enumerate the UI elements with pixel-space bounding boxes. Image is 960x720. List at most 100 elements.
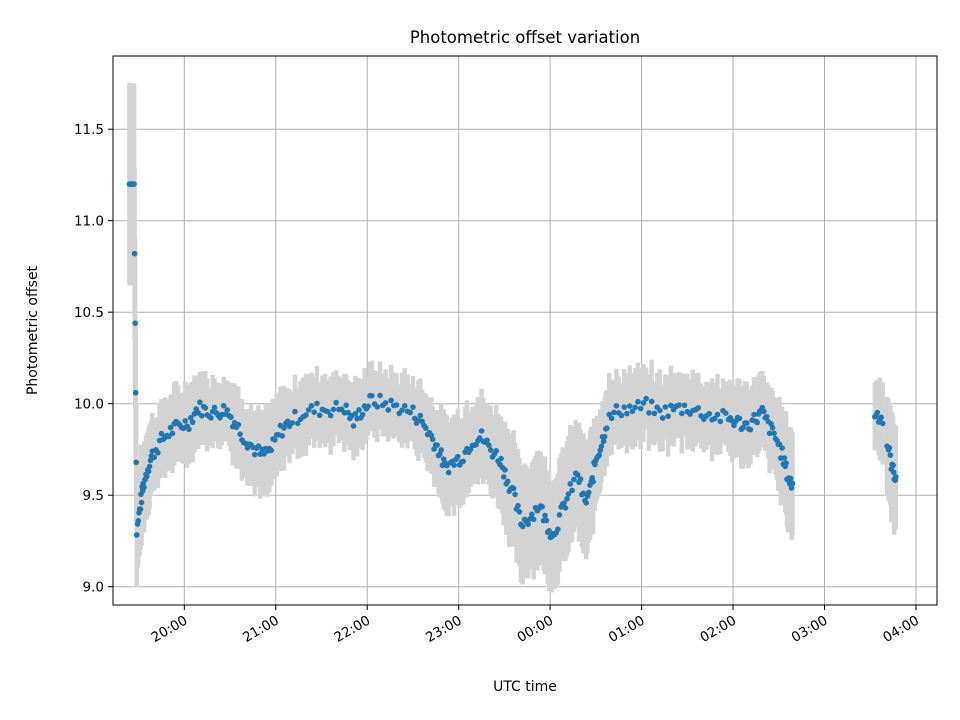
data-point <box>504 478 511 485</box>
data-point <box>651 410 658 417</box>
data-point <box>197 399 203 406</box>
data-point <box>147 457 154 464</box>
data-point <box>500 474 507 480</box>
y-tick-label: 10.0 <box>74 397 104 413</box>
data-point <box>717 418 724 425</box>
data-point <box>330 406 337 413</box>
data-point <box>493 448 499 454</box>
data-point <box>228 414 234 420</box>
data-point <box>333 399 339 406</box>
data-point <box>512 491 518 498</box>
data-point <box>519 523 526 530</box>
data-points <box>126 181 899 541</box>
data-point <box>562 505 569 511</box>
data-point <box>350 423 357 429</box>
data-point <box>356 407 362 413</box>
data-point <box>637 405 644 412</box>
data-point <box>525 521 532 528</box>
data-point <box>393 402 400 408</box>
data-point <box>410 404 416 410</box>
data-point <box>611 409 617 416</box>
data-point <box>167 424 174 431</box>
data-point <box>543 517 550 524</box>
data-point <box>648 398 655 405</box>
data-point <box>592 461 598 468</box>
data-point <box>659 415 666 421</box>
data-point <box>131 250 138 257</box>
data-point <box>626 403 633 409</box>
data-point <box>135 518 142 524</box>
data-point <box>542 512 548 519</box>
data-point <box>555 526 561 532</box>
chart-title: Photometric offset variation <box>410 28 640 47</box>
data-point <box>208 415 214 421</box>
data-point <box>740 424 746 431</box>
data-point <box>771 430 777 437</box>
data-point <box>182 417 189 424</box>
data-point <box>879 420 886 427</box>
data-point <box>137 506 144 512</box>
data-point <box>629 408 636 415</box>
data-point <box>281 425 287 431</box>
data-point <box>327 412 334 419</box>
grid <box>113 56 937 605</box>
data-point <box>438 447 444 453</box>
data-point <box>769 425 776 431</box>
data-point <box>311 409 317 416</box>
data-point <box>665 413 671 420</box>
data-point <box>608 415 615 422</box>
data-point <box>878 414 885 421</box>
data-point <box>486 442 492 449</box>
data-point <box>220 402 227 409</box>
data-point <box>445 469 452 476</box>
data-point <box>783 460 789 466</box>
data-point <box>779 445 785 451</box>
data-point <box>305 407 312 413</box>
data-point <box>454 453 461 460</box>
data-point <box>569 487 575 494</box>
data-point <box>766 430 773 437</box>
data-point <box>255 443 262 449</box>
data-point <box>613 402 620 409</box>
data-point <box>189 419 196 425</box>
data-point <box>635 398 641 405</box>
data-point <box>382 400 389 406</box>
data-point <box>145 468 152 475</box>
y-tick-label: 9.0 <box>83 580 104 596</box>
data-point <box>237 431 243 437</box>
data-point <box>359 411 366 418</box>
data-point <box>314 400 320 407</box>
data-point <box>146 463 153 470</box>
data-point <box>187 415 194 421</box>
data-point <box>289 420 296 426</box>
y-axis-ticks: 9.0 9.5 10.0 10.5 11.0 11.5 <box>74 122 113 596</box>
data-point <box>751 411 757 418</box>
data-point <box>515 502 521 509</box>
data-point <box>284 418 291 425</box>
y-tick-label: 11.0 <box>74 214 104 230</box>
data-point <box>211 404 218 411</box>
y-tick-label: 10.5 <box>74 305 104 321</box>
data-point <box>668 402 674 409</box>
data-point <box>279 433 285 439</box>
data-point <box>679 410 685 417</box>
data-point <box>711 415 718 422</box>
data-point <box>138 499 145 506</box>
data-point <box>487 447 494 453</box>
data-point <box>657 407 663 414</box>
data-point <box>144 473 150 480</box>
y-axis-label: Photometric offset <box>25 265 41 395</box>
data-point <box>417 412 424 419</box>
data-point <box>781 455 788 461</box>
data-point <box>601 433 608 440</box>
data-point <box>632 404 639 411</box>
data-point <box>887 452 894 458</box>
data-point <box>789 480 796 487</box>
data-point <box>624 410 630 417</box>
data-point <box>385 407 392 413</box>
data-point <box>539 503 545 510</box>
data-point <box>893 474 899 480</box>
data-point <box>886 444 893 451</box>
